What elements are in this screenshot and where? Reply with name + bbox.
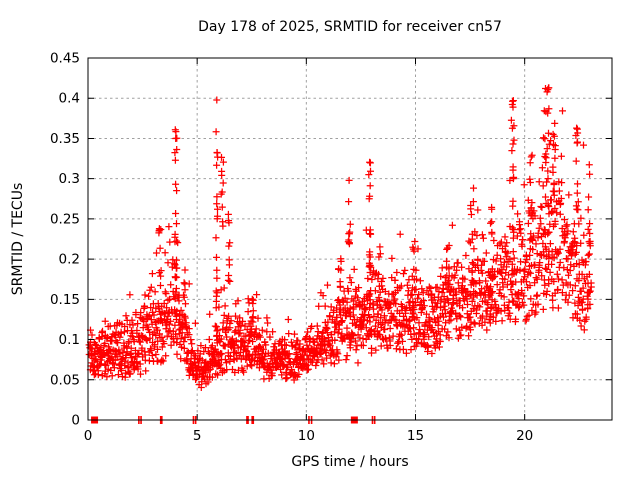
y-tick-label: 0.45: [50, 51, 80, 67]
y-tick-label: 0.2: [59, 252, 80, 268]
y-tick-label: 0: [71, 413, 80, 429]
y-tick-label: 0.4: [59, 91, 80, 107]
y-tick-label: 0.25: [50, 211, 80, 227]
y-tick-label: 0.05: [50, 372, 80, 388]
y-axis-label: SRMTID / TECUs: [10, 183, 26, 296]
y-tick-label: 0.1: [59, 332, 80, 348]
axis-ticks: [87, 57, 612, 421]
tick-labels: 0 5 10 15 20 0 0.05 0.1 0.15 0.2 0.25 0.3 0.35 0.4 0.4…: [50, 51, 533, 445]
x-tick-label: 0: [84, 428, 93, 444]
plot-border: [87, 57, 613, 421]
chart-title: Day 178 of 2025, SRMTID for receiver cn5…: [198, 19, 502, 35]
y-tick-label: 0.35: [50, 131, 80, 147]
x-tick-label: 20: [516, 428, 533, 444]
data-points: [85, 84, 595, 391]
x-tick-label: 5: [193, 428, 202, 444]
y-tick-label: 0.3: [59, 171, 80, 187]
y-tick-label: 0.15: [50, 292, 80, 308]
x-tick-label: 10: [298, 428, 315, 444]
x-tick-label: 15: [407, 428, 424, 444]
x-axis-label: GPS time / hours: [291, 454, 408, 470]
